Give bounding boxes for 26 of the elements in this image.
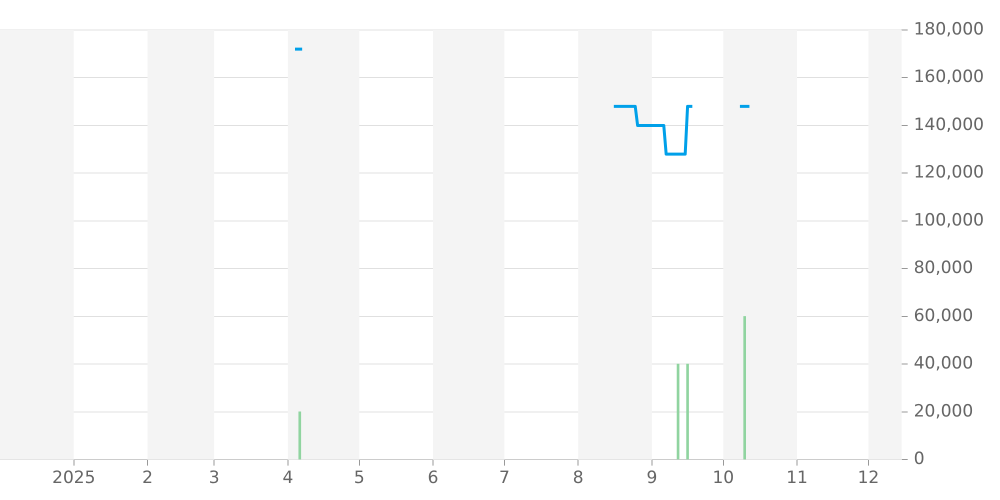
- y-tick-label: 140,000: [914, 114, 984, 135]
- x-tick-label: 4: [282, 468, 294, 488]
- y-tick-label: 60,000: [914, 306, 974, 326]
- x-tick-label: 11: [786, 468, 808, 488]
- y-tick-label: 120,000: [914, 162, 984, 183]
- x-tick-label: 9: [646, 468, 658, 488]
- x-tick-label: 8: [572, 468, 584, 488]
- bar: [686, 364, 689, 460]
- x-tick-label: 7: [498, 468, 510, 488]
- y-tick-label: 160,000: [914, 67, 984, 88]
- x-tick-label: 2025: [52, 468, 96, 488]
- y-tick-label: 40,000: [914, 354, 974, 374]
- x-tick-label: 10: [712, 468, 734, 488]
- x-tick-label: 2: [142, 468, 153, 488]
- y-tick-label: 0: [914, 449, 925, 470]
- y-tick-label: 100,000: [914, 210, 984, 230]
- bar: [743, 316, 746, 460]
- x-tick-label: 3: [208, 468, 220, 488]
- y-tick-label: 20,000: [914, 401, 974, 422]
- bar: [298, 412, 302, 460]
- bar: [676, 364, 680, 460]
- x-tick-label: 12: [858, 468, 880, 488]
- y-tick-label: 80,000: [914, 258, 974, 278]
- x-tick-label: 5: [354, 468, 365, 488]
- x-tick-label: 6: [428, 468, 438, 488]
- y-tick-label: 180,000: [914, 19, 984, 40]
